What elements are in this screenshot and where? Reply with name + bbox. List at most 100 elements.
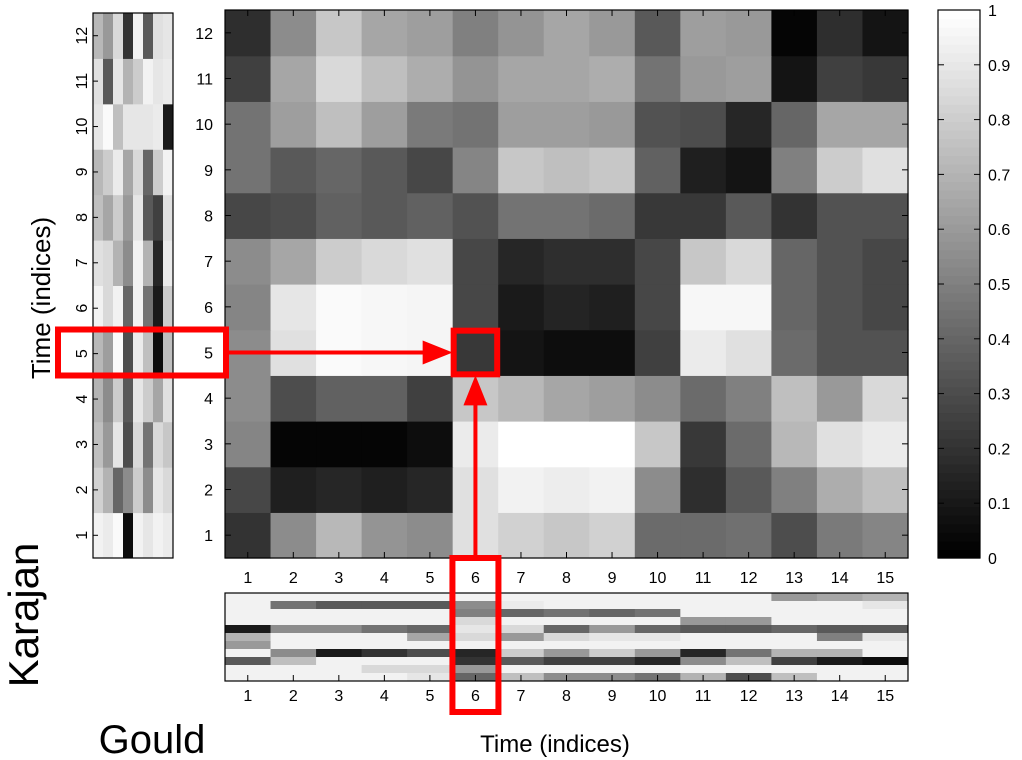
x-tick-label: 6 (471, 570, 480, 587)
karajan-strip-cell (270, 665, 317, 674)
heatmap-cell (680, 55, 727, 102)
heatmap-cell (498, 421, 545, 468)
colorbar-step (938, 498, 980, 508)
karajan-strip-cell (771, 601, 818, 610)
karajan-strip-cell (407, 609, 454, 618)
karajan-strip-cell (498, 657, 545, 666)
karajan-tick-label: 15 (876, 688, 894, 705)
heatmap-cell (543, 512, 590, 559)
gould-tick-label: 12 (74, 27, 91, 45)
colorbar-step (938, 215, 980, 225)
karajan-tick-label: 5 (425, 688, 434, 705)
karajan-strip-cell (862, 641, 909, 650)
heatmap-cell (862, 375, 909, 422)
heatmap-cell (725, 55, 772, 102)
heatmap-cell (816, 375, 864, 422)
x-tick-label: 9 (608, 570, 617, 587)
karajan-strip-cell (452, 633, 499, 642)
heatmap-cell (316, 10, 363, 57)
x-tick-label: 1 (243, 570, 252, 587)
gould-strip-cell (143, 285, 154, 332)
colorbar-step (938, 121, 980, 131)
heatmap-cell (680, 466, 727, 513)
gould-strip-cell (163, 330, 174, 377)
karajan-strip-cell (725, 665, 772, 674)
gould-strip-cell (123, 376, 134, 423)
karajan-strip-cell (407, 633, 454, 642)
colorbar-step (938, 309, 980, 319)
karajan-strip-cell (498, 617, 545, 626)
colorbar-tick-label: 0.5 (988, 277, 1010, 294)
karajan-strip-cell (680, 657, 727, 666)
heatmap-cell (452, 284, 499, 331)
heatmap-cell (771, 284, 818, 331)
gould-strip-cell (113, 240, 124, 286)
colorbar-step (938, 361, 980, 371)
gould-strip-cell (93, 13, 104, 59)
gould-strip-cell (143, 467, 154, 514)
arrow-horizontal-head (422, 340, 453, 365)
karajan-strip-cell (498, 609, 545, 618)
karajan-strip-cell (407, 665, 454, 674)
heatmap-cell (543, 284, 590, 331)
karajan-strip-cell (680, 625, 727, 634)
colorbar-tick-label: 0.2 (988, 441, 1010, 458)
colorbar-step (938, 35, 980, 45)
karajan-strip-cell (862, 665, 909, 674)
karajan-strip-cell (361, 649, 408, 658)
heatmap-cell (270, 375, 317, 422)
gould-tick-label: 9 (74, 167, 91, 176)
colorbar-step (938, 540, 980, 551)
gould-strip-cell (103, 285, 114, 332)
karajan-strip-cell (771, 649, 818, 658)
karajan-strip-cell (407, 649, 454, 658)
heatmap-cell (498, 284, 545, 331)
heatmap-cell (725, 192, 772, 239)
gould-strip-cell (113, 330, 124, 377)
gould-strip-cell (93, 103, 104, 150)
karajan-strip-cell (862, 625, 909, 634)
colorbar-step (938, 266, 980, 277)
karajan-strip-cell (316, 625, 363, 634)
gould-strip-cell (93, 467, 104, 514)
heatmap-cell (225, 284, 272, 331)
heatmap-cell (816, 55, 864, 102)
x-tick-label: 15 (876, 570, 894, 587)
y-tick-label: 9 (204, 163, 213, 180)
karajan-strip-cell (862, 609, 909, 618)
karajan-strip-cell (270, 609, 317, 618)
karajan-strip-cell (361, 641, 408, 650)
colorbar-tick-label: 0.8 (988, 113, 1010, 130)
heatmap-cell (452, 147, 499, 194)
gould-strip-cell (103, 240, 114, 286)
heatmap-cell (771, 238, 818, 285)
karajan-strip-cell (361, 657, 408, 666)
heatmap-cell (862, 238, 909, 285)
karajan-strip-cell (361, 665, 408, 674)
gould-tick-label: 5 (74, 349, 91, 358)
heatmap-cell (634, 147, 681, 194)
y-tick-label: 6 (204, 300, 213, 317)
heatmap-cell (498, 375, 545, 422)
heatmap-cell (589, 238, 636, 285)
gould-strip-cell (113, 376, 124, 423)
colorbar-step (938, 284, 980, 294)
heatmap-cell (225, 147, 272, 194)
colorbar-step (938, 249, 980, 259)
karajan-strip-cell (316, 641, 363, 650)
colorbar-step (938, 61, 980, 71)
gould-strip-cells (93, 13, 174, 559)
colorbar-step (938, 18, 980, 28)
heatmap-cell (771, 512, 818, 559)
heatmap-cell (316, 55, 363, 102)
colorbar-step (938, 438, 980, 448)
karajan-strip-cell (589, 649, 636, 658)
gould-strip-cell (143, 58, 154, 105)
heatmap-cell (543, 329, 590, 376)
heatmap-cell (452, 329, 499, 376)
heatmap-cell (771, 466, 818, 513)
heatmap-cell (316, 284, 363, 331)
colorbar-step (938, 412, 980, 422)
karajan-strip-cell (862, 601, 909, 610)
heatmap-cell (498, 329, 545, 376)
